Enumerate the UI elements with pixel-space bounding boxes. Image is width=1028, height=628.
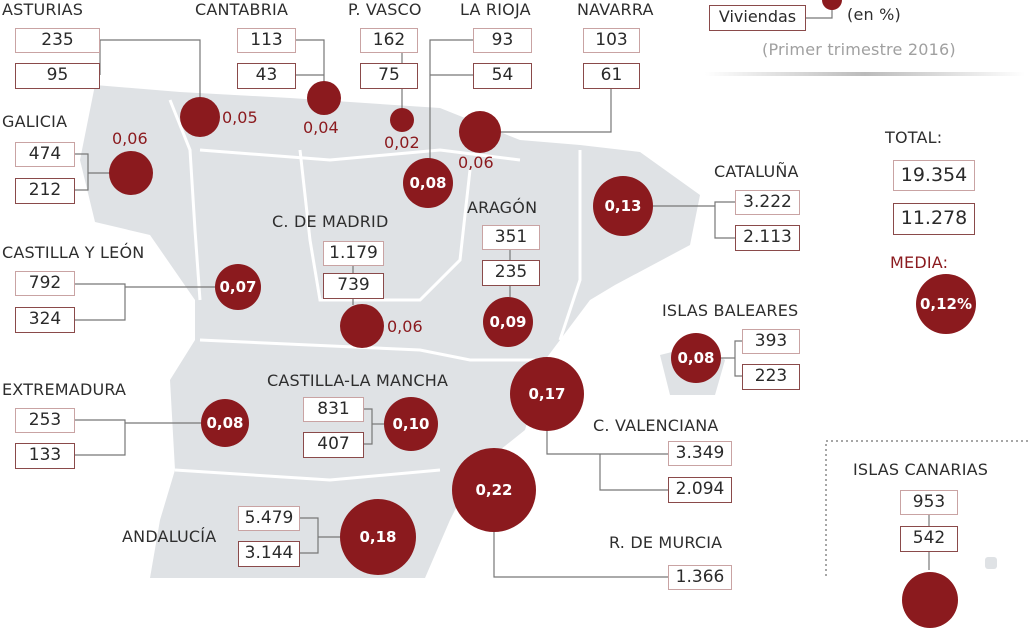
region-value-box-1: 351	[482, 225, 540, 250]
region-value-box-2: 54	[473, 63, 532, 89]
legend-period: (Primer trimestre 2016)	[762, 40, 956, 59]
region-value-box-1: 474	[15, 142, 75, 167]
region-value-box-1: 235	[15, 28, 100, 53]
peninsula-shape	[80, 85, 700, 578]
region-circle-larioja: 0,08	[403, 158, 453, 208]
region-value-box-2: 75	[360, 63, 418, 89]
region-circle-cantabria	[307, 81, 341, 115]
region-label-canarias: ISLAS CANARIAS	[853, 460, 989, 479]
region-value-box-1: 3.222	[735, 190, 800, 215]
region-label-galicia: GALICIA	[2, 112, 68, 131]
region-value-box-1: 393	[742, 329, 800, 354]
region-label-baleares: ISLAS BALEARES	[662, 301, 799, 320]
region-circle-clm: 0,10	[384, 397, 438, 451]
region-percent: 0,05	[222, 108, 258, 127]
region-label-aragon: ARAGÓN	[467, 198, 538, 217]
region-circle-asturias	[180, 97, 220, 137]
region-circle-extremadura: 0,08	[201, 399, 249, 447]
region-value-box-2: 133	[15, 443, 75, 469]
region-value-box-1: 831	[303, 397, 364, 422]
region-label-cataluna: CATALUÑA	[714, 162, 799, 181]
region-value-box-2: 2.113	[735, 225, 800, 251]
region-label-pvasco: P. VASCO	[348, 0, 422, 19]
region-value-box-1: 5.479	[238, 506, 300, 531]
region-label-cantabria: CANTABRIA	[195, 0, 289, 19]
region-circle-galicia	[109, 151, 153, 195]
region-label-valencia: C. VALENCIANA	[593, 416, 719, 435]
region-label-navarra: NAVARRA	[577, 0, 654, 19]
region-circle-canarias	[902, 572, 958, 628]
region-label-extremadura: EXTREMADURA	[2, 380, 127, 399]
region-value-box-2: 61	[583, 63, 640, 89]
region-value-box-1: 103	[583, 28, 640, 53]
legend-percent-label: (en %)	[847, 5, 901, 24]
region-circle-madrid	[340, 304, 384, 348]
region-circle-cataluna: 0,13	[593, 176, 653, 236]
region-percent: 0,04	[303, 118, 339, 137]
region-label-madrid: C. DE MADRID	[272, 212, 389, 231]
region-circle-valencia: 0,17	[510, 357, 584, 431]
region-circle-baleares: 0,08	[671, 333, 721, 383]
region-value-box-2: 43	[237, 63, 296, 89]
region-circle-murcia: 0,22	[452, 448, 536, 532]
region-percent: 0,06	[458, 153, 494, 172]
region-label-andalucia: ANDALUCÍA	[122, 527, 217, 546]
region-value-box-1: 93	[473, 28, 532, 53]
region-label-clm: CASTILLA-LA MANCHA	[267, 371, 449, 390]
region-value-box-2: 3.144	[238, 541, 300, 567]
canarias-inset-frame	[825, 440, 1028, 578]
region-value-box-2: 542	[900, 526, 958, 552]
region-value-box-2: 2.094	[668, 477, 732, 503]
region-circle-navarra	[459, 111, 501, 153]
legend-viviendas-box: Viviendas	[709, 5, 806, 31]
region-percent: 0,06	[112, 129, 148, 148]
region-value-box-2: 407	[303, 432, 364, 458]
region-value-box-1: 3.349	[668, 441, 732, 466]
region-circle-pvasco	[390, 108, 414, 132]
region-value-box-2: 739	[323, 273, 384, 299]
total-box-1: 19.354	[893, 160, 975, 191]
media-circle: 0,12%	[916, 274, 976, 334]
region-label-asturias: ASTURIAS	[2, 0, 84, 19]
total-label: TOTAL:	[885, 128, 943, 147]
region-percent: 0,06	[387, 317, 423, 336]
region-value-box-1: 792	[15, 271, 75, 296]
region-label-larioja: LA RIOJA	[460, 0, 531, 19]
region-value-box-1: 953	[900, 490, 958, 515]
region-label-cyl: CASTILLA Y LEÓN	[2, 243, 145, 262]
legend-circle-icon	[822, 0, 842, 10]
media-label: MEDIA:	[890, 253, 949, 272]
region-label-murcia: R. DE MURCIA	[609, 533, 723, 552]
region-value-box-2: 324	[15, 307, 75, 333]
region-value-box-2: 95	[15, 63, 100, 89]
region-value-box-2: 235	[482, 260, 540, 286]
region-value-box-1: 253	[15, 408, 75, 433]
total-box-2: 11.278	[893, 203, 975, 235]
region-circle-aragon: 0,09	[483, 297, 533, 347]
region-value-box-2: 212	[15, 178, 75, 204]
canarias-shape	[985, 557, 997, 569]
region-value-box-1: 1.179	[323, 241, 384, 266]
region-value-box-1: 162	[360, 28, 418, 53]
region-circle-andalucia: 0,18	[340, 499, 416, 575]
legend-divider	[705, 72, 1025, 76]
region-value-box-1: 113	[237, 28, 296, 53]
region-borders	[168, 99, 582, 482]
region-circle-cyl: 0,07	[215, 264, 261, 310]
region-value-box-2: 223	[742, 364, 800, 390]
region-percent: 0,02	[384, 133, 420, 152]
